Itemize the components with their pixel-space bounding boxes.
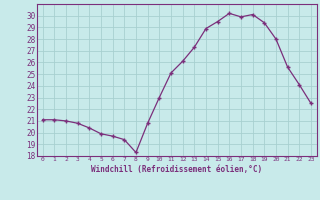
X-axis label: Windchill (Refroidissement éolien,°C): Windchill (Refroidissement éolien,°C) (91, 165, 262, 174)
